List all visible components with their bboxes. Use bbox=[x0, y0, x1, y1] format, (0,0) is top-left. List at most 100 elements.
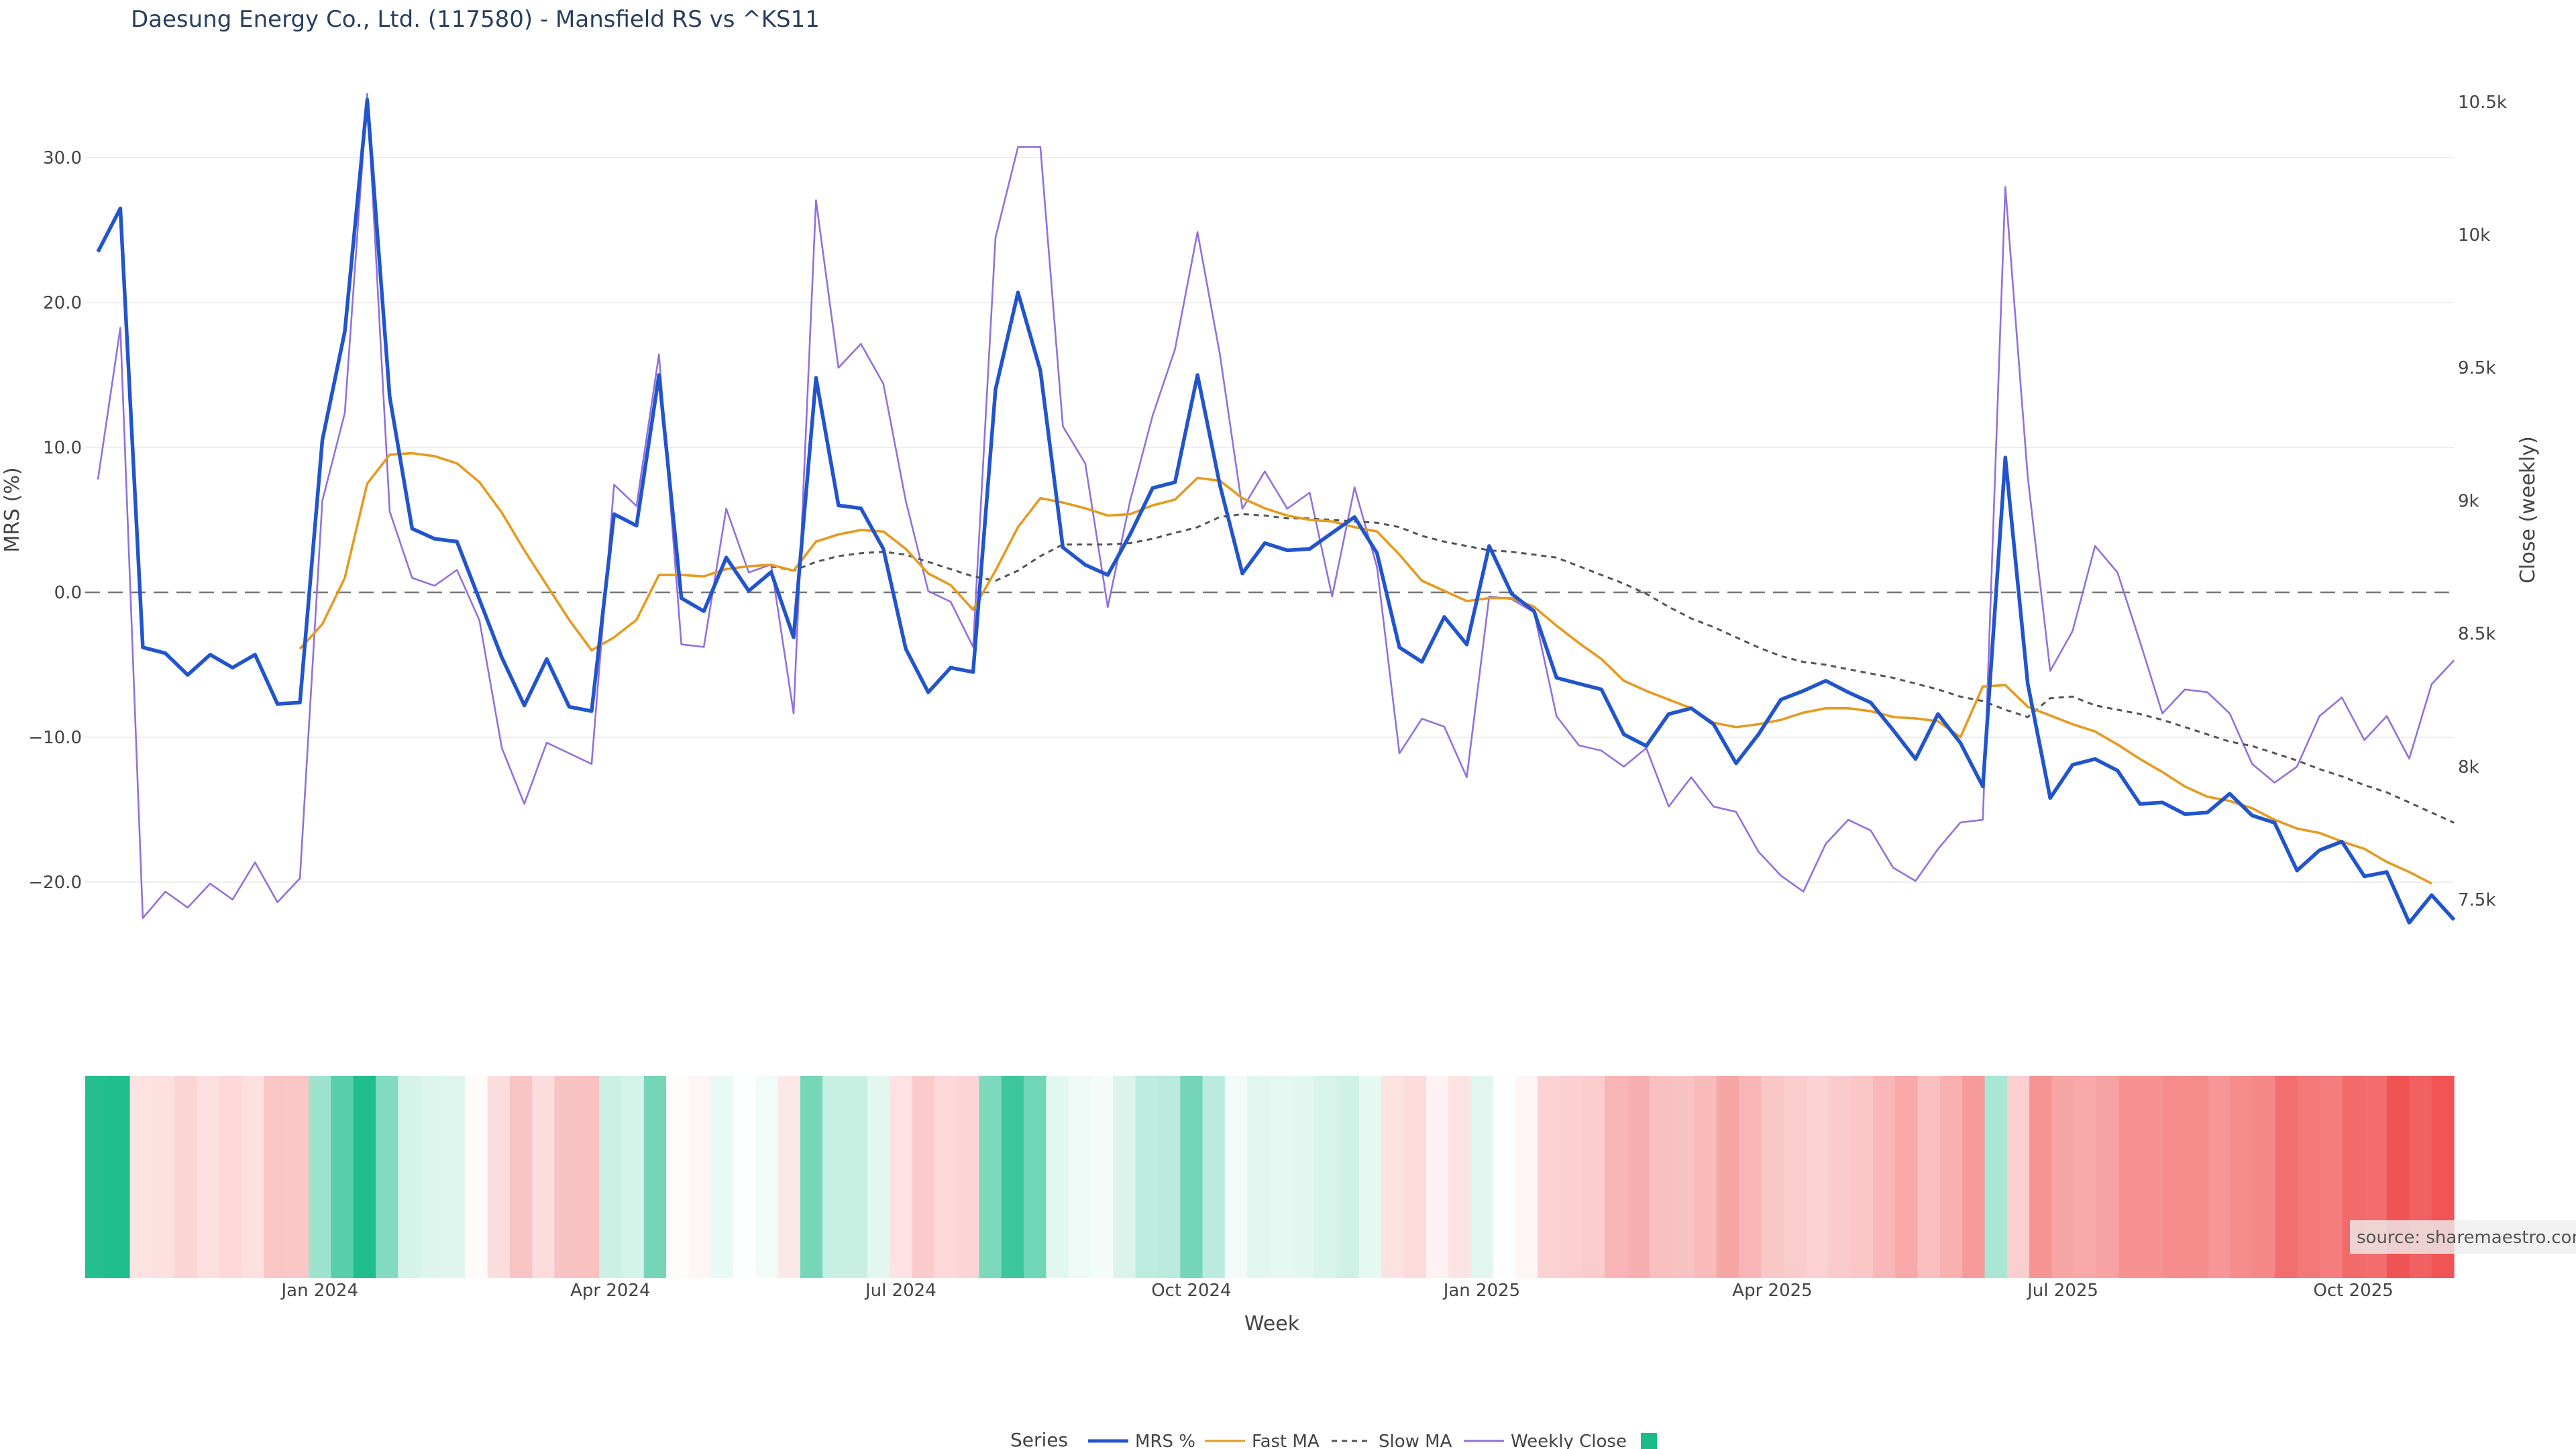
heatmap-cell bbox=[1939, 1076, 1963, 1278]
heatmap-cell bbox=[309, 1076, 332, 1278]
heatmap-cell bbox=[1269, 1076, 1293, 1278]
heatmap-cell bbox=[1627, 1076, 1650, 1278]
heatmap-cell bbox=[398, 1076, 421, 1278]
heatmap-cell bbox=[1560, 1076, 1583, 1278]
heatmap-cell bbox=[241, 1076, 265, 1278]
legend-item-label: Weekly Close bbox=[1511, 1432, 1627, 1449]
source-label: source: sharemaestro.com bbox=[2357, 1228, 2576, 1248]
heatmap-cell bbox=[1381, 1076, 1404, 1278]
heatmap-cell bbox=[2051, 1076, 2075, 1278]
left-tick-label: −20.0 bbox=[28, 873, 82, 893]
heatmap-cell bbox=[1672, 1076, 1695, 1278]
heatmap-cell bbox=[867, 1076, 890, 1278]
heatmap-cell bbox=[1649, 1076, 1672, 1278]
x-tick-label: Apr 2024 bbox=[570, 1281, 650, 1301]
heatmap-cell bbox=[2320, 1076, 2343, 1278]
heatmap-cell bbox=[1135, 1076, 1159, 1278]
heatmap-cell bbox=[532, 1076, 555, 1278]
heatmap-cell bbox=[2163, 1076, 2186, 1278]
heatmap-cell bbox=[1515, 1076, 1538, 1278]
left-tick-label: 20.0 bbox=[43, 293, 82, 313]
heatmap-cell bbox=[219, 1076, 242, 1278]
legend-title: Series bbox=[1010, 1429, 1068, 1449]
left-tick-label: 30.0 bbox=[43, 148, 82, 168]
heatmap-cell bbox=[1403, 1076, 1427, 1278]
heatmap-cell bbox=[1426, 1076, 1449, 1278]
heatmap-cell bbox=[912, 1076, 935, 1278]
heatmap-cell bbox=[2208, 1076, 2231, 1278]
heatmap-cell bbox=[487, 1076, 511, 1278]
heatmap-cell bbox=[85, 1076, 108, 1278]
heatmap-cell bbox=[845, 1076, 868, 1278]
heatmap-cell bbox=[1828, 1076, 1851, 1278]
heatmap-cell bbox=[2118, 1076, 2142, 1278]
heatmap-cell bbox=[1538, 1076, 1561, 1278]
legend-item-label: MRS % bbox=[1135, 1432, 1195, 1449]
heatmap-cell bbox=[1761, 1076, 1784, 1278]
heatmap-cell bbox=[576, 1076, 600, 1278]
heatmap-cell bbox=[509, 1076, 533, 1278]
heatmap-cell bbox=[2074, 1076, 2097, 1278]
heatmap-cell bbox=[934, 1076, 957, 1278]
heatmap-cell bbox=[755, 1076, 779, 1278]
heatmap-strip bbox=[85, 1076, 2455, 1278]
left-tick-label: 0.0 bbox=[54, 583, 82, 603]
heatmap-cell bbox=[599, 1076, 623, 1278]
heatmap-cell bbox=[1582, 1076, 1605, 1278]
heatmap-cell bbox=[621, 1076, 645, 1278]
heatmap-cell bbox=[1448, 1076, 1471, 1278]
right-tick-label: 9.5k bbox=[2458, 358, 2496, 378]
heatmap-cell bbox=[2006, 1076, 2030, 1278]
legend-item-label: Slow MA bbox=[1379, 1432, 1452, 1449]
heatmap-cell bbox=[442, 1076, 466, 1278]
heatmap-cell bbox=[2186, 1076, 2209, 1278]
left-tick-label: −10.0 bbox=[28, 728, 82, 748]
y-axis-left-title: MRS (%) bbox=[1, 467, 24, 552]
heatmap-cell bbox=[1068, 1076, 1091, 1278]
x-axis-title: Week bbox=[1244, 1312, 1300, 1336]
series-line-weekly-close bbox=[97, 93, 2455, 919]
heatmap-cell bbox=[152, 1076, 175, 1278]
right-tick-label: 10.5k bbox=[2458, 93, 2507, 113]
heatmap-cell bbox=[174, 1076, 198, 1278]
y-axis-right-title: Close (weekly) bbox=[2516, 436, 2540, 584]
x-tick-label: Jul 2025 bbox=[2026, 1281, 2098, 1301]
series-line-slow-ma bbox=[771, 513, 2455, 824]
legend-item-label: Fast MA bbox=[1252, 1432, 1320, 1449]
heatmap-cell bbox=[2029, 1076, 2052, 1278]
heatmap-cell bbox=[1336, 1076, 1360, 1278]
heatmap-cell bbox=[264, 1076, 287, 1278]
right-tick-label: 9k bbox=[2458, 491, 2479, 511]
chart-title: Daesung Energy Co., Ltd. (117580) - Mans… bbox=[131, 6, 820, 33]
right-tick-label: 8k bbox=[2458, 757, 2479, 777]
x-tick-label: Jul 2024 bbox=[864, 1281, 936, 1301]
heatmap-cell bbox=[1291, 1076, 1315, 1278]
heatmap-cell bbox=[710, 1076, 734, 1278]
heatmap-cell bbox=[107, 1076, 131, 1278]
x-axis-ticks: Jan 2024 Apr 2024 Jul 2024 Oct 2024 Jan 2025… bbox=[280, 1281, 2394, 1301]
heatmap-cell bbox=[1314, 1076, 1338, 1278]
series-line-fast-ma bbox=[299, 451, 2432, 885]
heatmap-cell bbox=[1091, 1076, 1114, 1278]
legend-heatmap-swatch bbox=[1641, 1433, 1657, 1449]
heatmap-cell bbox=[376, 1076, 398, 1278]
x-tick-label: Oct 2025 bbox=[2313, 1281, 2393, 1301]
heatmap-cell bbox=[1917, 1076, 1941, 1278]
heatmap-cell bbox=[1180, 1076, 1203, 1278]
left-axis-ticks: 30.0 20.0 10.0 0.0 −10.0 −20.0 bbox=[28, 148, 82, 893]
gridlines bbox=[85, 157, 2454, 883]
heatmap-cell bbox=[554, 1076, 578, 1278]
heatmap-cell bbox=[1001, 1076, 1024, 1278]
heatmap-cell bbox=[2275, 1076, 2298, 1278]
heatmap-cell bbox=[1716, 1076, 1739, 1278]
series-line-mrs bbox=[96, 97, 2456, 925]
heatmap-cell bbox=[353, 1076, 376, 1278]
heatmap-cell bbox=[1962, 1076, 1986, 1278]
heatmap-cell bbox=[2253, 1076, 2276, 1278]
legend: Series MRS % Fast MA Slow MA Weekly Close bbox=[1010, 1429, 1657, 1449]
heatmap-cell bbox=[1113, 1076, 1136, 1278]
left-tick-label: 10.0 bbox=[43, 438, 82, 458]
right-axis-ticks: 10.5k 10k 9.5k 9k 8.5k 8k 7.5k bbox=[2458, 93, 2507, 910]
heatmap-cell bbox=[822, 1076, 846, 1278]
